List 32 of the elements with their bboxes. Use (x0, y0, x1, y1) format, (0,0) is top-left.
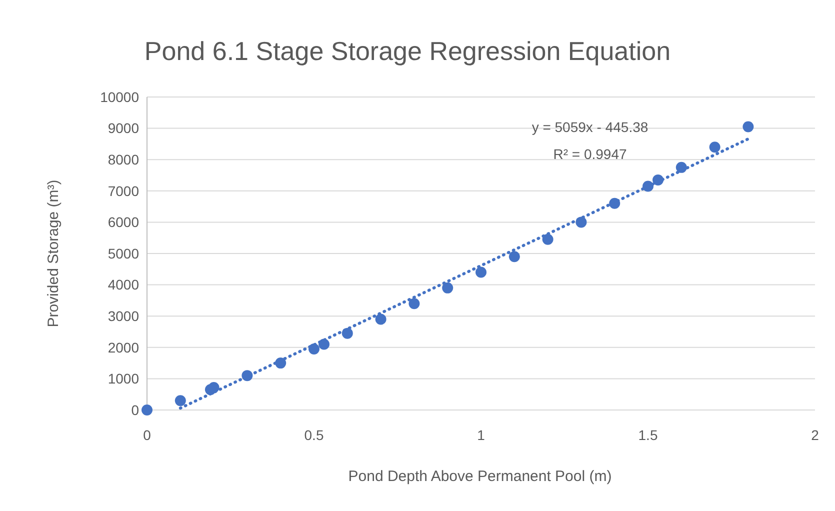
y-tick-label: 2000 (108, 339, 140, 356)
x-tick-label: 2 (811, 427, 820, 443)
point (142, 404, 152, 416)
y-tick-label: 8000 (108, 152, 140, 168)
point (408, 298, 420, 310)
x-tick-label: 1.5 (638, 427, 658, 443)
y-tick-label: 4000 (108, 276, 140, 293)
x-tick-label: 0 (143, 427, 152, 443)
y-tick-label: 10000 (100, 88, 140, 105)
point (476, 266, 486, 278)
point (375, 314, 386, 325)
y-axis-title: Provided Storage (m³) (45, 180, 62, 328)
y-tick-label: 6000 (108, 214, 140, 230)
x-axis-title: Pond Depth Above Permanent Pool (m) (348, 468, 612, 485)
chart-title: Pond 6.1 Stage Storage Regression Equation (144, 36, 671, 66)
point (442, 282, 454, 294)
y-tick-label: 3000 (108, 308, 140, 324)
y-tick-label: 1000 (108, 370, 140, 387)
y-tick-label: 7000 (108, 182, 140, 199)
point (709, 142, 720, 153)
y-tick-label: 9000 (108, 120, 140, 136)
point (542, 234, 554, 245)
point (508, 251, 520, 262)
annotation: R² = 0.9947 (553, 146, 627, 162)
point (742, 121, 754, 132)
annotation: y = 5059x - 445.38 (532, 119, 648, 135)
x-tick-label: 1 (477, 427, 486, 443)
point (174, 395, 186, 406)
x-tick-label: 0.5 (304, 427, 324, 443)
point (208, 382, 220, 393)
y-tick-label: 0 (131, 402, 140, 418)
y-tick-label: 5000 (108, 245, 140, 262)
